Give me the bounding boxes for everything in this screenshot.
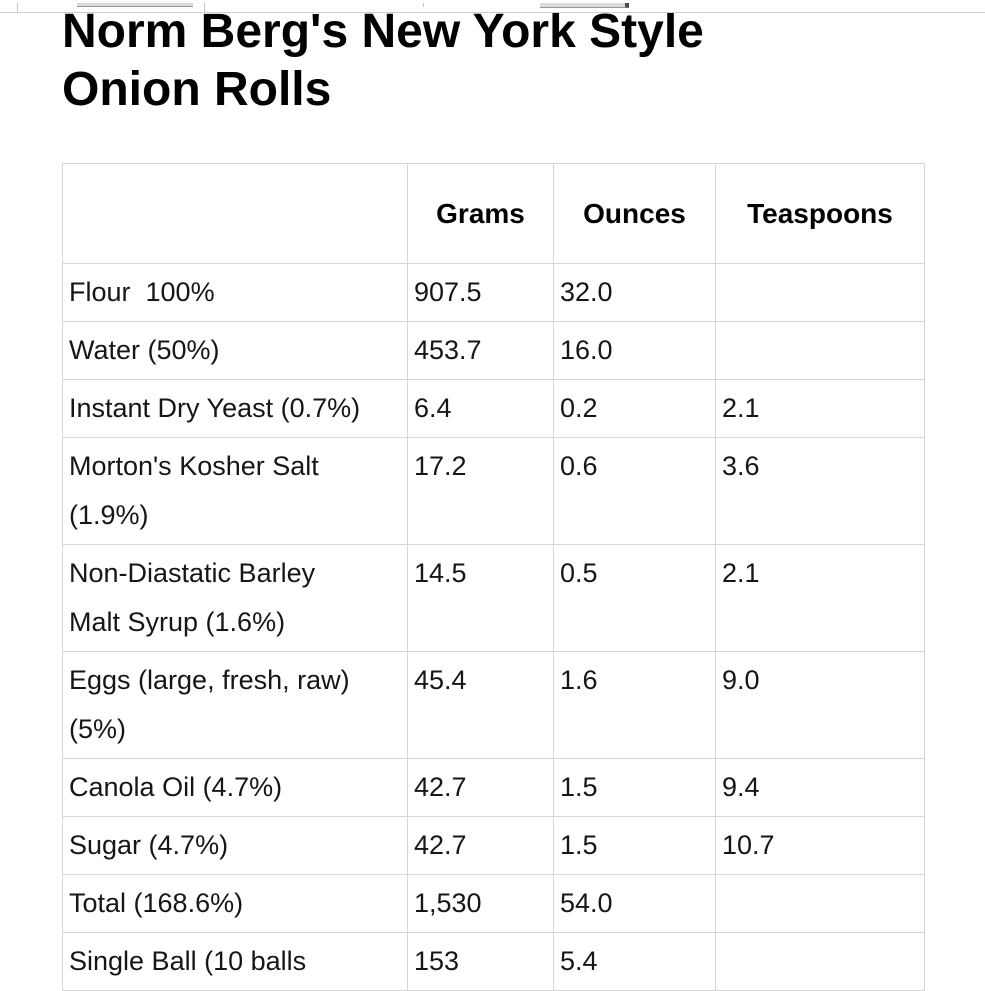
- table-row-sugar: Sugar (4.7%) 42.7 1.5 10.7: [62, 816, 925, 875]
- ingredient-name: Instant Dry Yeast (0.7%): [62, 379, 408, 438]
- grams-value: 45.4: [407, 651, 554, 759]
- ounces-value: 1.5: [553, 816, 716, 875]
- ingredient-name: Flour 100%: [62, 263, 408, 322]
- teaspoons-value: [715, 263, 925, 322]
- grams-value: 907.5: [407, 263, 554, 322]
- table-row-total: Total (168.6%) 1,530 54.0: [62, 874, 925, 933]
- grams-value: 42.7: [407, 758, 554, 817]
- ounces-value: 16.0: [553, 321, 716, 380]
- table-row-eggs: Eggs (large, fresh, raw) (5%) 45.4 1.6 9…: [62, 651, 925, 759]
- teaspoons-value: 2.1: [715, 379, 925, 438]
- ounces-value: 1.5: [553, 758, 716, 817]
- table-row-canola-oil: Canola Oil (4.7%) 42.7 1.5 9.4: [62, 758, 925, 817]
- table-row-single-ball: Single Ball (10 balls 153 5.4: [62, 932, 925, 991]
- teaspoons-value: [715, 932, 925, 991]
- ounces-value: 5.4: [553, 932, 716, 991]
- ounces-value: 0.6: [553, 437, 716, 545]
- teaspoons-value: 9.0: [715, 651, 925, 759]
- teaspoons-value: 9.4: [715, 758, 925, 817]
- grams-value: 14.5: [407, 544, 554, 652]
- grams-value: 453.7: [407, 321, 554, 380]
- chrome-divider: [0, 12, 985, 13]
- column-header-ounces: Ounces: [553, 163, 716, 264]
- column-header-ingredient: [62, 163, 408, 264]
- ingredient-name: Sugar (4.7%): [62, 816, 408, 875]
- teaspoons-value: 10.7: [715, 816, 925, 875]
- toolbar-separator: [17, 3, 18, 12]
- top-chrome-strip: [0, 3, 985, 13]
- ingredient-name: Total (168.6%): [62, 874, 408, 933]
- table-row-salt: Morton's Kosher Salt (1.9%) 17.2 0.6 3.6: [62, 437, 925, 545]
- ounces-value: 1.6: [553, 651, 716, 759]
- table-row-water: Water (50%) 453.7 16.0: [62, 321, 925, 380]
- table-row-flour: Flour 100% 907.5 32.0: [62, 263, 925, 322]
- table-row-malt-syrup: Non-Diastatic Barley Malt Syrup (1.6%) 1…: [62, 544, 925, 652]
- toolbar-dropdown-fragment[interactable]: [540, 3, 629, 8]
- ingredients-table: Grams Ounces Teaspoons Flour 100% 907.5 …: [62, 163, 925, 991]
- toolbar-separator: [204, 3, 205, 12]
- toolbar-separator: [423, 3, 424, 7]
- toolbar-button-fragment[interactable]: [77, 3, 193, 7]
- grams-value: 6.4: [407, 379, 554, 438]
- ounces-value: 0.5: [553, 544, 716, 652]
- table-row-yeast: Instant Dry Yeast (0.7%) 6.4 0.2 2.1: [62, 379, 925, 438]
- ingredient-name: Water (50%): [62, 321, 408, 380]
- teaspoons-value: [715, 874, 925, 933]
- ingredient-name: Canola Oil (4.7%): [62, 758, 408, 817]
- grams-value: 17.2: [407, 437, 554, 545]
- ounces-value: 0.2: [553, 379, 716, 438]
- column-header-teaspoons: Teaspoons: [715, 163, 925, 264]
- ingredient-name: Eggs (large, fresh, raw) (5%): [62, 651, 408, 759]
- ounces-value: 54.0: [553, 874, 716, 933]
- grams-value: 1,530: [407, 874, 554, 933]
- header-row: Grams Ounces Teaspoons: [62, 163, 925, 264]
- column-header-grams: Grams: [407, 163, 554, 264]
- ounces-value: 32.0: [553, 263, 716, 322]
- teaspoons-value: 3.6: [715, 437, 925, 545]
- page-title: Norm Berg's New York Style Onion Rolls: [62, 5, 704, 116]
- grams-value: 42.7: [407, 816, 554, 875]
- teaspoons-value: [715, 321, 925, 380]
- ingredient-name: Single Ball (10 balls: [62, 932, 408, 991]
- grams-value: 153: [407, 932, 554, 991]
- teaspoons-value: 2.1: [715, 544, 925, 652]
- ingredient-name: Non-Diastatic Barley Malt Syrup (1.6%): [62, 544, 408, 652]
- ingredient-name: Morton's Kosher Salt (1.9%): [62, 437, 408, 545]
